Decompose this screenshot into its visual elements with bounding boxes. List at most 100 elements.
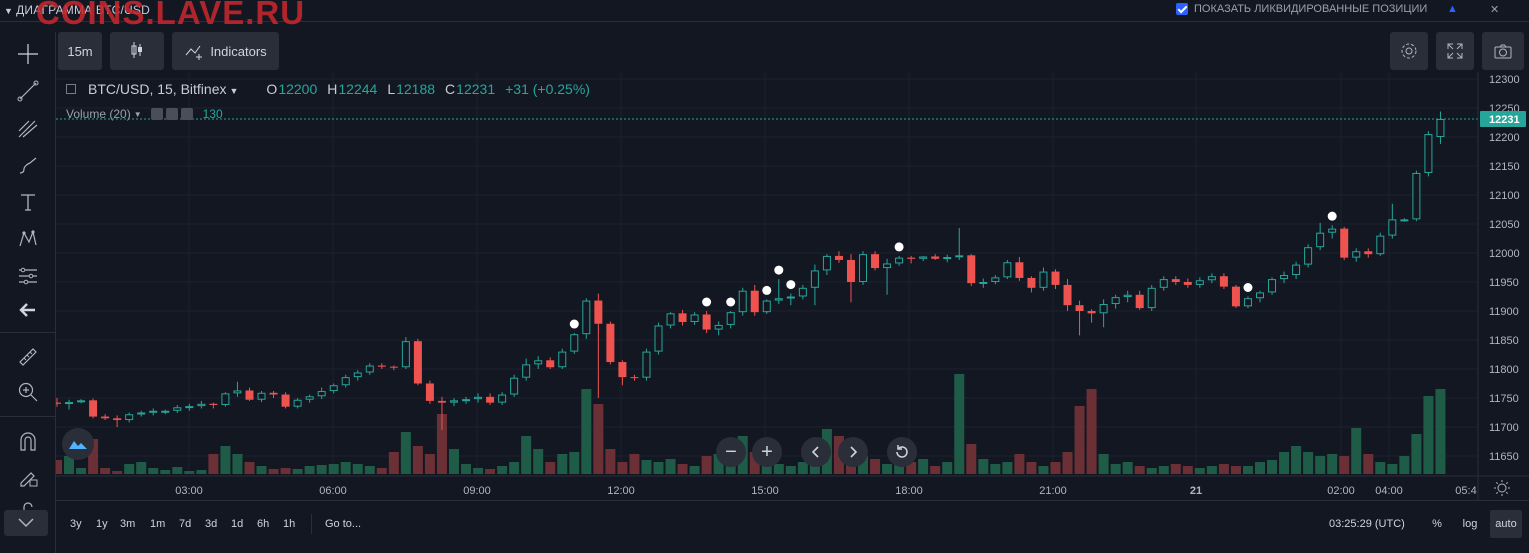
candle[interactable]: [871, 251, 880, 271]
candle[interactable]: [209, 402, 218, 409]
candle[interactable]: [642, 348, 651, 381]
candle[interactable]: [221, 392, 230, 407]
candle[interactable]: [377, 363, 386, 369]
candle[interactable]: [1412, 170, 1421, 222]
auto-scale-button[interactable]: auto: [1490, 510, 1522, 538]
candle[interactable]: [329, 383, 338, 394]
candle[interactable]: [1087, 309, 1096, 323]
candle[interactable]: [1099, 299, 1108, 328]
candle[interactable]: [1171, 276, 1180, 285]
candle[interactable]: [762, 299, 771, 314]
candle[interactable]: [907, 255, 916, 264]
collapse-legend-icon[interactable]: [66, 84, 76, 94]
candle[interactable]: [678, 309, 687, 326]
candle[interactable]: [389, 365, 398, 371]
candle[interactable]: [618, 360, 627, 386]
show-liquidated-toggle[interactable]: ПОКАЗАТЬ ЛИКВИДИРОВАННЫЕ ПОЗИЦИИ: [1176, 3, 1427, 15]
candles[interactable]: [53, 111, 1445, 430]
candle[interactable]: [1063, 279, 1072, 311]
candle[interactable]: [1135, 290, 1144, 310]
candle[interactable]: [1207, 273, 1216, 284]
utc-clock[interactable]: 03:25:29 (UTC): [1329, 518, 1405, 530]
candle[interactable]: [474, 393, 483, 403]
candle[interactable]: [895, 255, 904, 266]
range-button-1y[interactable]: 1y: [96, 518, 108, 530]
brush-icon[interactable]: [14, 151, 42, 179]
candle[interactable]: [630, 374, 639, 381]
brand-logo-icon[interactable]: [62, 428, 94, 460]
eye-icon[interactable]: [150, 108, 163, 120]
candle[interactable]: [534, 356, 543, 369]
candle[interactable]: [101, 414, 110, 421]
candle[interactable]: [1364, 248, 1373, 258]
candle[interactable]: [413, 338, 422, 386]
zoom-in-plus-icon[interactable]: +: [752, 437, 782, 467]
text-icon[interactable]: [14, 188, 42, 216]
gear-icon[interactable]: [1390, 32, 1428, 70]
fib-icon[interactable]: [14, 262, 42, 290]
range-button-1m[interactable]: 1m: [150, 518, 166, 530]
pattern-icon[interactable]: [14, 225, 42, 253]
candle[interactable]: [594, 293, 603, 398]
candle[interactable]: [991, 275, 1000, 285]
candle[interactable]: [1075, 300, 1084, 336]
candle[interactable]: [1280, 271, 1289, 284]
candle[interactable]: [786, 293, 795, 306]
candle[interactable]: [1015, 257, 1024, 281]
candle[interactable]: [89, 398, 98, 419]
candle[interactable]: [1424, 131, 1433, 177]
candle[interactable]: [1027, 276, 1036, 293]
close-icon[interactable]: ✕: [1490, 4, 1500, 16]
candle[interactable]: [137, 410, 146, 417]
candle[interactable]: [726, 311, 735, 329]
candle[interactable]: [1376, 232, 1385, 256]
candle[interactable]: [666, 312, 675, 329]
chart-type-button[interactable]: [110, 32, 164, 70]
candle[interactable]: [1328, 225, 1337, 239]
range-button-3y[interactable]: 3y: [70, 518, 82, 530]
candle[interactable]: [846, 254, 855, 303]
zoom-in-icon[interactable]: [14, 378, 42, 406]
candle[interactable]: [462, 396, 471, 404]
candle[interactable]: [341, 374, 350, 388]
candle[interactable]: [149, 408, 158, 416]
candle[interactable]: [293, 398, 302, 409]
candle[interactable]: [353, 370, 362, 381]
remove-icon[interactable]: [180, 108, 193, 120]
candle[interactable]: [546, 357, 555, 369]
candle[interactable]: [570, 333, 579, 354]
candle[interactable]: [1243, 296, 1252, 309]
candle[interactable]: [401, 337, 410, 369]
chevron-down-icon[interactable]: ▼: [133, 109, 142, 119]
candle[interactable]: [654, 322, 663, 355]
candle[interactable]: [1256, 290, 1264, 303]
checkbox-checked-icon[interactable]: [1176, 3, 1188, 15]
candle[interactable]: [606, 321, 615, 365]
candle[interactable]: [510, 374, 519, 397]
candle[interactable]: [305, 394, 314, 403]
candle[interactable]: [834, 251, 843, 263]
candle[interactable]: [955, 228, 964, 260]
price-axis[interactable]: 1230012250122001215012100120501200011950…: [1477, 72, 1520, 500]
candle[interactable]: [702, 311, 711, 334]
lock-pencil-icon[interactable]: [14, 464, 42, 492]
symbol-selector[interactable]: BTC/USD, 15, Bitfinex ▼: [88, 81, 238, 97]
candle[interactable]: [1316, 222, 1325, 251]
candle[interactable]: [365, 363, 374, 375]
candle[interactable]: [774, 279, 783, 305]
candle[interactable]: [77, 399, 86, 404]
goto-button[interactable]: Go to...: [325, 518, 362, 530]
candle[interactable]: [1292, 261, 1301, 280]
candle[interactable]: [522, 358, 531, 381]
candle[interactable]: [173, 404, 182, 414]
candle[interactable]: [269, 391, 278, 398]
collapse-up-icon[interactable]: ▲: [1447, 3, 1458, 15]
candle[interactable]: [798, 284, 807, 300]
candle[interactable]: [919, 255, 928, 262]
zoom-out-icon[interactable]: −: [716, 437, 746, 467]
crosshair-icon[interactable]: [14, 40, 42, 68]
candle[interactable]: [931, 254, 940, 260]
candle[interactable]: [1388, 203, 1397, 239]
candle[interactable]: [257, 391, 266, 403]
